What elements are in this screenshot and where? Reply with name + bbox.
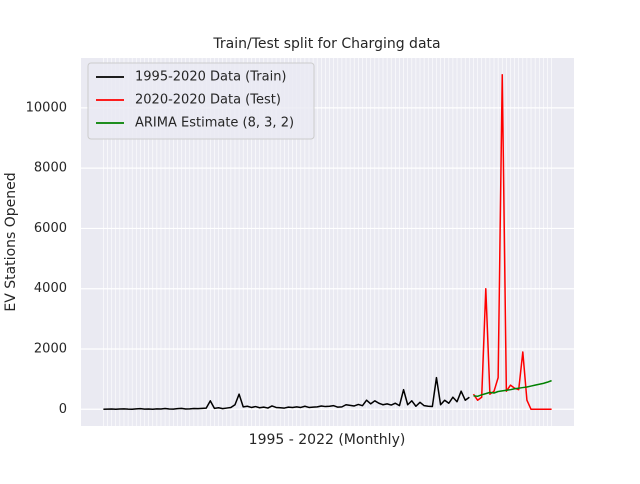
legend-label: ARIMA Estimate (8, 3, 2) [135, 116, 294, 131]
y-tick-label: 10000 [26, 100, 67, 115]
series-line [472, 73, 552, 411]
y-tick-label: 8000 [34, 161, 67, 176]
legend-label: 1995-2020 Data (Train) [135, 70, 287, 85]
legend: 1995-2020 Data (Train) 2020-2020 Data (Te… [87, 62, 315, 140]
chart-title: Train/Test split for Charging data [212, 36, 440, 52]
series-line [103, 376, 470, 411]
y-tick-label: 0 [59, 402, 67, 417]
legend-label: 2020-2020 Data (Test) [135, 93, 281, 108]
y-tick-label: 6000 [34, 221, 67, 236]
series-line [473, 379, 552, 398]
y-tick-label: 2000 [34, 341, 67, 356]
legend-box [87, 62, 315, 140]
x-axis-label: 1995 - 2022 (Monthly) [249, 432, 406, 448]
y-axis-label: EV Stations Opened [3, 172, 19, 311]
y-tick-label: 4000 [34, 281, 67, 296]
